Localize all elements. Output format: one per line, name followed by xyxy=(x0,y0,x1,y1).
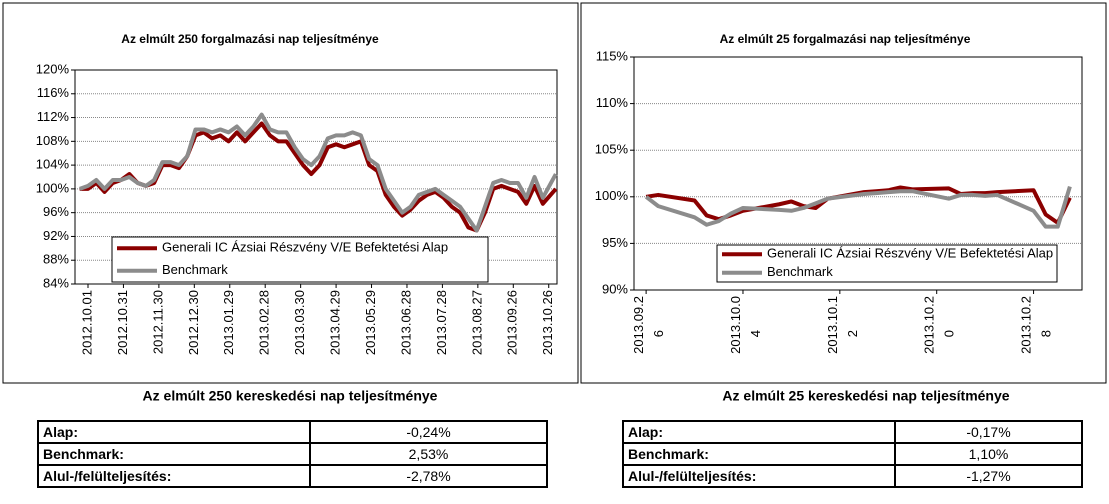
x-tick-label: 2013.10.1 2 xyxy=(825,296,860,354)
y-tick-label: 116% xyxy=(37,85,70,100)
x-tick-label: 2012.10.31 xyxy=(115,290,130,355)
value-cell: 1,10% xyxy=(894,442,1083,466)
plot-frame xyxy=(74,69,558,285)
y-tick-label: 96% xyxy=(43,204,69,219)
y-tick-label: 92% xyxy=(43,228,69,243)
label-cell: Benchmark: xyxy=(37,442,311,466)
chart-title: Az elmúlt 25 forgalmazási nap teljesítmé… xyxy=(720,32,971,46)
y-tick-label: 100% xyxy=(595,188,629,203)
value-cell: -1,27% xyxy=(894,464,1083,488)
y-tick-label: 88% xyxy=(43,252,69,267)
y-tick-label: 115% xyxy=(596,48,629,63)
table-row: Alul-/felülteljesítés: -2,78% xyxy=(37,464,548,488)
x-tick-label: 2013.03.30 xyxy=(292,290,307,355)
y-tick-label: 105% xyxy=(595,142,629,157)
y-tick-label: 100% xyxy=(36,180,70,195)
x-tick-label: 2013.10.2 8 xyxy=(1019,296,1054,354)
table-row: Alap: -0,17% xyxy=(622,420,1083,444)
value-cell: -2,78% xyxy=(309,464,548,488)
y-tick-label: 84% xyxy=(43,275,69,290)
caption: Az elmúlt 250 kereskedési nap teljesítmé… xyxy=(143,388,438,404)
plot-frame xyxy=(633,56,1083,291)
value-cell: -0,24% xyxy=(309,420,548,444)
chart-frame xyxy=(2,2,579,384)
table-row: Alul-/felülteljesítés: -1,27% xyxy=(622,464,1083,488)
x-tick-label: 2013.01.29 xyxy=(221,290,236,355)
table: Alap: -0,17% Benchmark: 1,10% Alul-/felültel… xyxy=(622,420,1083,488)
x-tick-label: 2013.10.2 0 xyxy=(922,296,957,354)
label-cell: Alul-/felülteljesítés: xyxy=(622,464,896,488)
label-cell: Alap: xyxy=(622,420,896,444)
x-tick-label: 2013.08.27 xyxy=(469,290,484,355)
y-tick-label: 104% xyxy=(36,157,70,172)
x-tick-label: 2013.04.29 xyxy=(328,290,343,355)
y-tick-label: 120% xyxy=(36,61,70,76)
legend-label: Benchmark xyxy=(767,264,833,279)
table-row: Benchmark: 1,10% xyxy=(622,442,1083,466)
x-tick-label: 2012.11.30 xyxy=(150,290,165,354)
x-tick-label: 2013.05.29 xyxy=(363,290,378,355)
value-cell: 2,53% xyxy=(309,442,548,466)
table: Alap: -0,24% Benchmark: 2,53% Alul-/felültel… xyxy=(37,420,548,488)
y-tick-label: 90% xyxy=(602,281,628,296)
label-cell: Benchmark: xyxy=(622,442,896,466)
caption: Az elmúlt 25 kereskedési nap teljesítmén… xyxy=(722,388,1009,404)
y-tick-label: 110% xyxy=(596,95,629,110)
chart-title: Az elmúlt 250 forgalmazási nap teljesítm… xyxy=(121,32,379,46)
value-cell: -0,17% xyxy=(894,420,1083,444)
chart-frame xyxy=(580,2,1107,384)
series-line xyxy=(79,121,558,233)
y-tick-label: 112% xyxy=(37,109,70,124)
label-cell: Alul-/felülteljesítés: xyxy=(37,464,311,488)
table-row: Benchmark: 2,53% xyxy=(37,442,548,466)
x-tick-label: 2013.09.26 xyxy=(505,290,520,355)
label-cell: Alap: xyxy=(37,420,311,444)
x-tick-label: 2013.02.28 xyxy=(257,290,272,355)
x-tick-label: 2012.10.01 xyxy=(79,290,94,355)
x-tick-label: 2013.06.28 xyxy=(398,290,413,355)
series-line xyxy=(79,112,558,233)
legend-box xyxy=(716,244,1058,283)
x-tick-label: 2013.10.0 4 xyxy=(728,296,763,354)
legend-label: Generali IC Ázsiai Részvény V/E Befektet… xyxy=(767,246,1053,261)
y-tick-label: 95% xyxy=(602,235,628,250)
legend-label: Generali IC Ázsiai Részvény V/E Befektet… xyxy=(162,240,448,255)
table-row: Alap: -0,24% xyxy=(37,420,548,444)
y-tick-label: 108% xyxy=(36,133,70,148)
x-tick-label: 2013.07.28 xyxy=(434,290,449,355)
series-line xyxy=(644,185,1072,229)
x-tick-label: 2013.10.26 xyxy=(540,290,555,355)
x-tick-label: 2012.12.30 xyxy=(186,290,201,355)
legend-label: Benchmark xyxy=(162,262,228,277)
legend-box xyxy=(111,236,489,283)
